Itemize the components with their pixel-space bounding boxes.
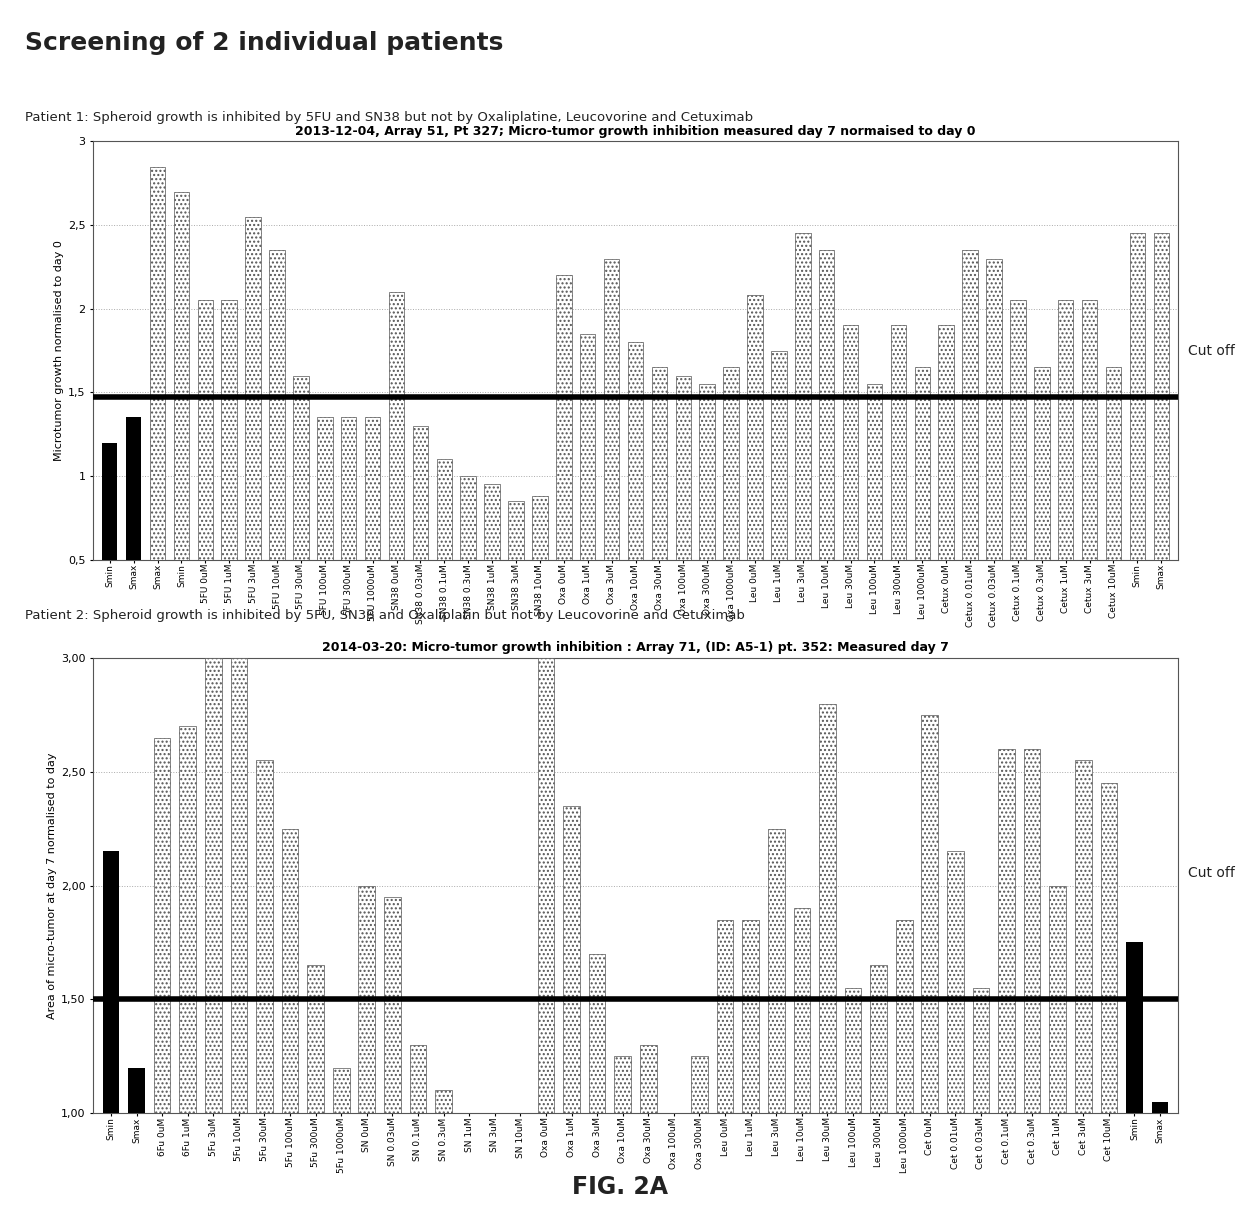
Bar [1153,234,1169,560]
Bar [358,886,376,1113]
Bar [508,501,523,560]
Bar [972,988,990,1113]
Bar [128,1068,145,1113]
Bar [281,829,299,1113]
Bar [818,250,835,560]
Bar [460,476,476,560]
Bar [1106,368,1121,560]
Bar [532,496,548,560]
Bar [604,258,619,560]
Bar [890,326,906,560]
Bar [691,1057,708,1113]
Bar [844,988,862,1113]
Text: Cut off: Cut off [1188,343,1235,358]
Bar [205,658,222,1113]
Bar [512,1113,528,1148]
Text: FIG. 2A: FIG. 2A [572,1175,668,1199]
Bar [652,368,667,560]
Bar [699,384,715,560]
Bar [409,1046,427,1113]
Bar [666,1113,682,1132]
Bar [1081,300,1097,560]
Title: 2014-03-20: Micro-tumor growth inhibition : Array 71, (ID: A5-1) pt. 352: Measur: 2014-03-20: Micro-tumor growth inhibitio… [322,641,949,654]
Bar [436,459,453,560]
Bar [794,908,810,1113]
Bar [1075,760,1091,1113]
Bar [435,1090,451,1113]
Bar [257,760,273,1113]
Bar [947,851,963,1113]
Bar [939,326,954,560]
Y-axis label: Area of micro-tumor at day 7 normalised to day: Area of micro-tumor at day 7 normalised … [47,753,57,1018]
Bar [1034,368,1049,560]
Bar [485,485,500,560]
Bar [389,292,404,560]
Bar [771,351,786,560]
Bar [717,920,733,1113]
Bar [231,658,247,1113]
Bar [921,715,939,1113]
Bar [580,333,595,560]
Bar [1152,1102,1168,1113]
Bar [1049,886,1066,1113]
Bar [174,192,190,560]
Y-axis label: Microtumor growth normalised to day 0: Microtumor growth normalised to day 0 [53,240,63,461]
Bar [1130,234,1145,560]
Text: Cut off: Cut off [1188,866,1235,881]
Bar [1101,784,1117,1113]
Text: Patient 2: Spheroid growth is inhibited by 5FU, SN38 and Oxaliplatin but not by : Patient 2: Spheroid growth is inhibited … [25,609,745,622]
Bar [222,300,237,560]
Bar [563,806,580,1113]
Bar [1024,749,1040,1113]
Bar [614,1057,631,1113]
Bar [748,295,763,560]
Bar [986,258,1002,560]
Bar [627,342,644,560]
Bar [102,443,118,560]
Bar [293,375,309,560]
Bar [413,426,428,560]
Text: Patient 1: Spheroid growth is inhibited by 5FU and SN38 but not by Oxaliplatine,: Patient 1: Spheroid growth is inhibited … [25,111,753,124]
Bar [332,1068,350,1113]
Bar [915,368,930,560]
Bar [246,216,260,560]
Title: 2013-12-04, Array 51, Pt 327; Micro-tumor growth inhibition measured day 7 norma: 2013-12-04, Array 51, Pt 327; Micro-tumo… [295,124,976,138]
Bar [820,704,836,1113]
Bar [556,276,572,560]
Bar [486,1113,503,1137]
Bar [317,417,332,560]
Bar [197,300,213,560]
Bar [365,417,381,560]
Bar [867,384,882,560]
Bar [150,166,165,560]
Bar [126,417,141,560]
Bar [676,375,691,560]
Bar [1126,942,1143,1113]
Bar [743,920,759,1113]
Text: Screening of 2 individual patients: Screening of 2 individual patients [25,31,503,55]
Bar [998,749,1014,1113]
Bar [269,250,285,560]
Bar [723,368,739,560]
Bar [843,326,858,560]
Bar [461,1113,477,1124]
Bar [962,250,978,560]
Bar [341,417,356,560]
Bar [308,966,324,1113]
Bar [795,234,811,560]
Bar [768,829,785,1113]
Bar [895,920,913,1113]
Bar [384,897,401,1113]
Bar [538,658,554,1113]
Bar [870,966,887,1113]
Bar [589,954,605,1113]
Bar [1058,300,1074,560]
Bar [1011,300,1025,560]
Bar [154,738,170,1113]
Bar [180,726,196,1113]
Bar [103,851,119,1113]
Bar [640,1046,657,1113]
